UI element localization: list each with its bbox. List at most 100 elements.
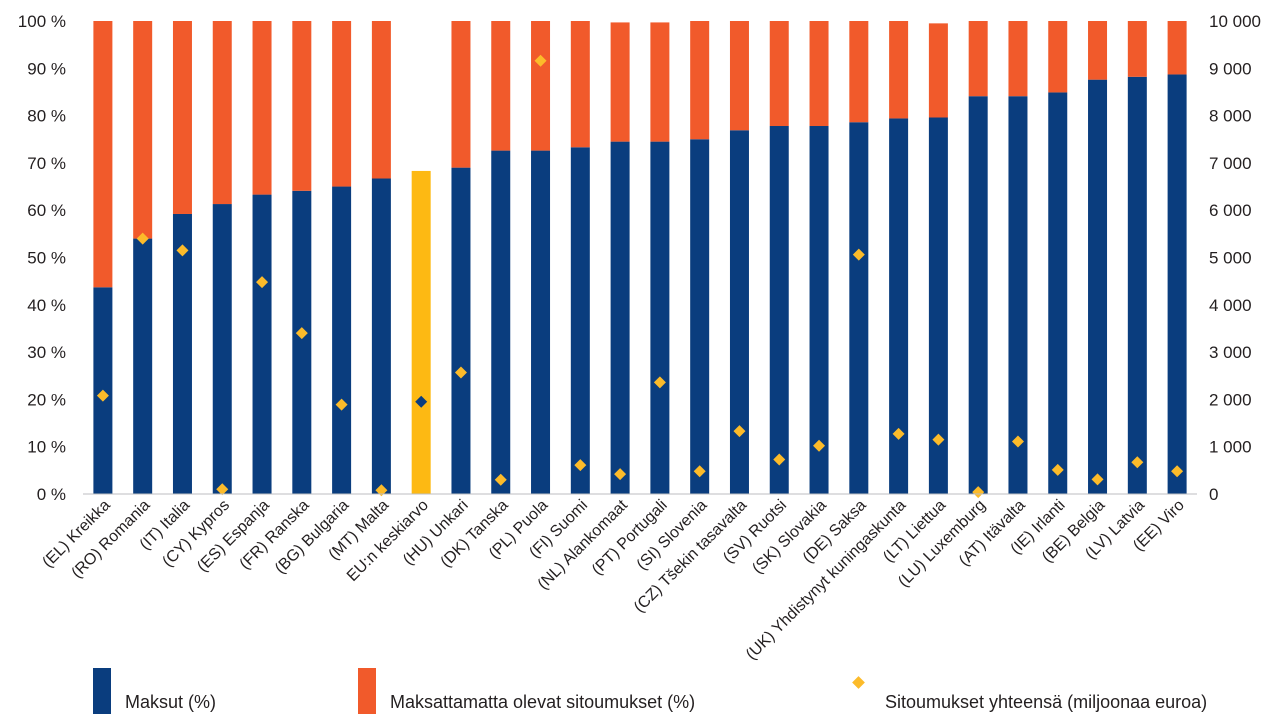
bar-unpaid — [93, 21, 113, 288]
bar-unpaid — [292, 21, 312, 191]
bar-maksut — [411, 170, 431, 495]
marker-total — [574, 459, 587, 472]
bar-unpaid — [491, 21, 511, 151]
total-commitment-markers — [96, 54, 1184, 499]
marker-total — [614, 468, 627, 481]
bar-maksut — [650, 141, 670, 495]
right-tick-label: 6 000 — [1209, 201, 1252, 220]
right-tick-label: 0 — [1209, 485, 1218, 504]
bar-maksut — [1167, 74, 1187, 494]
category-labels: (EL) Kreikka(RO) Romania(IT) Italia(CY) … — [39, 496, 1188, 663]
bar-maksut — [849, 122, 869, 495]
marker-total — [773, 453, 786, 466]
left-tick-label: 70 % — [27, 154, 66, 173]
bar-unpaid — [172, 21, 192, 214]
left-tick-label: 0 % — [37, 485, 66, 504]
legend-swatch-unpaid — [358, 668, 376, 714]
left-axis: 0 % 10 % 20 % 30 % 40 % 50 % 60 % 70 % 80 % 90 % 1… — [18, 12, 66, 504]
bar-maksut — [690, 139, 710, 494]
marker-total — [534, 54, 547, 67]
bar-unpaid — [610, 22, 630, 142]
bar-unpaid — [212, 21, 232, 205]
right-tick-label: 8 000 — [1209, 107, 1252, 126]
bar-maksut — [1127, 76, 1147, 495]
right-tick-label: 9 000 — [1209, 59, 1252, 78]
left-tick-label: 50 % — [27, 249, 66, 268]
marker-total — [1091, 473, 1104, 486]
left-tick-label: 20 % — [27, 390, 66, 409]
right-tick-label: 2 000 — [1209, 390, 1252, 409]
marker-total — [176, 244, 189, 257]
marker-total — [1011, 435, 1024, 448]
bar-unpaid — [1008, 21, 1028, 97]
left-tick-label: 10 % — [27, 438, 66, 457]
marker-total — [653, 376, 666, 389]
bar-unpaid — [451, 21, 471, 168]
bar-maksut — [451, 167, 471, 494]
bar-maksut — [212, 204, 232, 494]
marker-total — [295, 327, 308, 340]
right-tick-label: 5 000 — [1209, 249, 1252, 268]
bar-unpaid — [371, 21, 391, 179]
bar-maksut — [769, 126, 789, 495]
marker-total — [972, 486, 985, 499]
bar-maksut — [1048, 92, 1068, 494]
marker-total — [892, 427, 905, 440]
legend-diamond-icon — [852, 676, 865, 689]
bar-maksut — [292, 190, 312, 494]
marker-total — [136, 232, 149, 245]
bar-maksut — [889, 118, 909, 495]
marker-total — [415, 395, 428, 408]
legend-item-maksut: Maksut (%) — [93, 666, 216, 714]
left-tick-label: 60 % — [27, 201, 66, 220]
category-label: (EL) Kreikka — [39, 497, 113, 571]
marker-total — [932, 433, 945, 446]
right-tick-label: 1 000 — [1209, 438, 1252, 457]
bar-unpaid — [1167, 21, 1187, 75]
left-tick-label: 80 % — [27, 107, 66, 126]
bar-unpaid — [650, 22, 670, 142]
bar-maksut — [968, 96, 988, 494]
marker-total — [256, 276, 269, 289]
bar-unpaid — [809, 21, 829, 127]
bar-maksut — [729, 130, 749, 494]
bar-unpaid — [1048, 21, 1068, 93]
legend-label-maksut: Maksut (%) — [125, 692, 217, 712]
bar-unpaid — [332, 21, 352, 187]
marker-total — [1131, 456, 1144, 469]
legend-swatch-maksut — [93, 668, 111, 714]
bar-unpaid — [1127, 21, 1147, 77]
right-tick-label: 3 000 — [1209, 343, 1252, 362]
right-tick-label: 7 000 — [1209, 154, 1252, 173]
bar-unpaid — [570, 21, 590, 148]
bar-maksut — [371, 178, 391, 494]
marker-total — [813, 439, 826, 452]
left-tick-label: 90 % — [27, 59, 66, 78]
bar-maksut — [252, 194, 272, 494]
bar-maksut — [133, 238, 153, 494]
marker-total — [494, 473, 507, 486]
bar-unpaid — [889, 21, 909, 119]
marker-total — [852, 248, 865, 261]
marker-total — [454, 366, 467, 379]
marker-total — [1171, 465, 1184, 478]
right-tick-label: 10 000 — [1209, 12, 1261, 31]
bar-maksut — [332, 186, 352, 495]
marker-total — [693, 465, 706, 478]
bar-maksut — [809, 126, 829, 495]
bar-unpaid — [928, 23, 948, 118]
bar-unpaid — [531, 21, 551, 151]
bar-unpaid — [968, 21, 988, 97]
right-axis: 0 1 000 2 000 3 000 4 000 5 000 6 000 7 000 8 00… — [1209, 12, 1261, 504]
bar-maksut — [610, 141, 630, 495]
marker-total — [335, 398, 348, 411]
marker-total — [96, 389, 109, 402]
bars — [93, 21, 1187, 495]
marker-total — [1051, 463, 1064, 476]
marker-total — [375, 484, 388, 497]
bar-unpaid — [769, 21, 789, 127]
bar-unpaid — [849, 21, 869, 123]
bar-maksut — [570, 147, 590, 494]
bar-unpaid — [252, 21, 272, 195]
